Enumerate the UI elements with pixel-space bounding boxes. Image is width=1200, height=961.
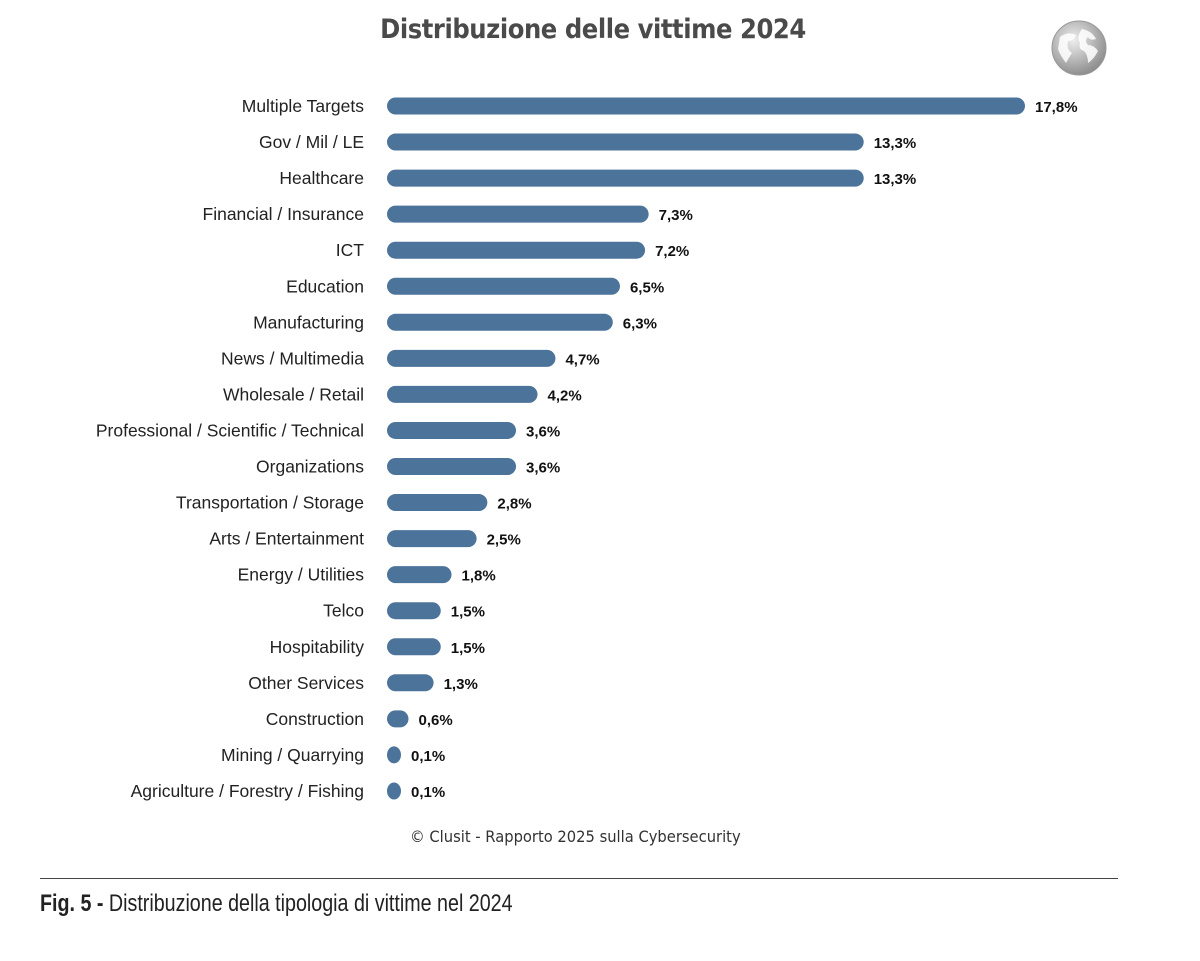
data-label: 4,7%: [565, 351, 599, 368]
category-label: Agriculture / Forestry / Fishing: [131, 781, 364, 801]
bar: [387, 530, 477, 548]
bar: [387, 458, 517, 475]
category-label: Other Services: [248, 673, 364, 693]
figure-caption: Fig. 5 - Distribuzione della tipologia d…: [40, 890, 513, 918]
category-label: Manufacturing: [253, 312, 364, 332]
data-label: 6,3%: [623, 315, 657, 332]
chart-credit: © Clusit - Rapporto 2025 sulla Cybersecu…: [410, 827, 741, 846]
bar: [387, 746, 401, 764]
category-label: Gov / Mil / LE: [259, 132, 364, 152]
data-label: 2,5%: [487, 532, 521, 549]
bar: [387, 97, 1025, 115]
category-label: News / Multimedia: [221, 348, 364, 368]
data-label: 3,6%: [526, 423, 560, 440]
category-label: Professional / Scientific / Technical: [96, 420, 364, 440]
bar-chart: Multiple Targets 17,8% Gov / Mil / LE 13,3%…: [96, 96, 1078, 801]
bar: [387, 349, 556, 367]
data-label: 0,1%: [411, 784, 445, 801]
bar: [387, 313, 613, 331]
category-label: Organizations: [256, 457, 364, 477]
category-label: Transportation / Storage: [176, 493, 364, 513]
data-label: 1,3%: [444, 676, 478, 693]
category-label: Healthcare: [279, 168, 364, 188]
category-label: Energy / Utilities: [238, 565, 365, 585]
data-label: 13,3%: [874, 171, 917, 188]
figure-number: Fig. 5 -: [40, 890, 104, 917]
bar: [387, 241, 646, 259]
data-label: 1,5%: [451, 604, 485, 621]
data-label: 2,8%: [497, 496, 531, 513]
bar: [387, 133, 864, 151]
category-label: Hospitability: [270, 637, 365, 657]
bar: [387, 566, 452, 584]
bar: [387, 638, 441, 656]
data-label: 4,2%: [548, 387, 582, 404]
caption-divider: [40, 878, 1118, 879]
data-label: 17,8%: [1035, 99, 1078, 116]
category-label: Construction: [266, 709, 364, 729]
category-label: Arts / Entertainment: [209, 529, 364, 549]
chart-title: Distribuzione delle vittime 2024: [380, 14, 806, 45]
bar: [387, 277, 620, 295]
bar: [387, 710, 409, 728]
category-label: Mining / Quarrying: [221, 745, 364, 765]
data-label: 1,5%: [451, 640, 485, 657]
bar: [387, 205, 649, 223]
figure-caption-text: Distribuzione della tipologia di vittime…: [103, 890, 513, 917]
globe-icon: [1051, 20, 1107, 76]
category-label: Telco: [323, 601, 364, 621]
category-label: Education: [286, 276, 364, 296]
bar: [387, 674, 434, 692]
bar: [387, 169, 864, 187]
bar: [387, 602, 441, 620]
data-label: 0,1%: [411, 748, 445, 765]
data-label: 1,8%: [462, 568, 496, 585]
bar: [387, 494, 488, 512]
category-label: Multiple Targets: [242, 96, 364, 116]
data-label: 7,3%: [659, 207, 693, 224]
data-label: 13,3%: [874, 135, 917, 152]
bar: [387, 385, 538, 403]
bar: [387, 782, 401, 800]
data-label: 7,2%: [655, 243, 689, 260]
bar: [387, 421, 517, 439]
category-label: ICT: [336, 240, 365, 260]
data-label: 0,6%: [419, 712, 453, 729]
category-label: Wholesale / Retail: [223, 384, 364, 404]
data-label: 3,6%: [526, 460, 560, 477]
category-label: Financial / Insurance: [203, 204, 364, 224]
data-label: 6,5%: [630, 279, 664, 296]
